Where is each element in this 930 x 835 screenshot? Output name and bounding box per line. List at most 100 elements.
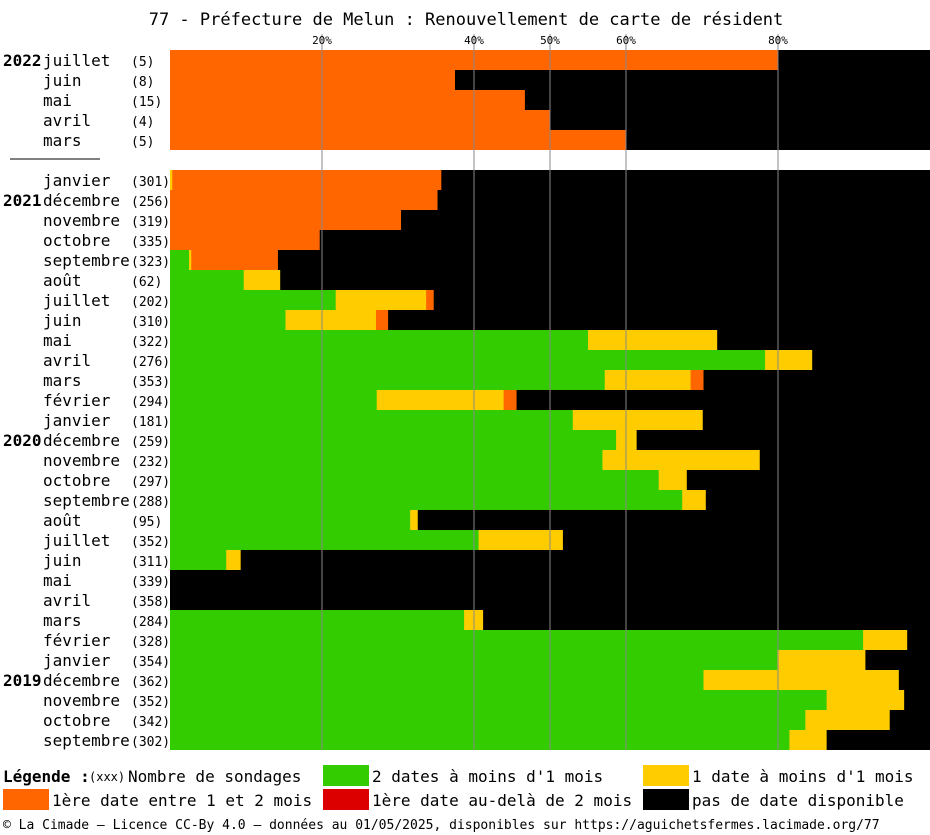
count-label: (301) (131, 175, 170, 190)
bar-segment-orange (170, 190, 438, 210)
count-label: (322) (131, 335, 170, 350)
month-label: avril (43, 591, 91, 610)
legend-count-hint: (xxx) (89, 770, 125, 784)
tick-label: 50% (540, 34, 560, 47)
month-label: avril (43, 111, 91, 130)
month-label: octobre (43, 711, 110, 730)
legend-text-orange: 1ère date entre 1 et 2 mois (52, 791, 312, 810)
count-label: (5) (131, 135, 154, 150)
bar-segment-yellow (682, 490, 707, 510)
bar-segment-green (170, 730, 790, 750)
count-label: (288) (131, 495, 170, 510)
bar-segment-green (170, 290, 337, 310)
month-label: août (43, 271, 82, 290)
count-label: (284) (131, 615, 170, 630)
bar-segment-yellow (572, 410, 704, 430)
bar-segment-black (907, 630, 930, 650)
chart-title: 77 - Préfecture de Melun : Renouvellemen… (149, 10, 784, 30)
month-label: janvier (43, 411, 111, 430)
count-label: (354) (131, 655, 170, 670)
bar-segment-black (433, 290, 930, 310)
count-label: (319) (131, 215, 170, 230)
legend-text-black: pas de date disponible (692, 791, 904, 810)
bar-segment-yellow (170, 170, 173, 190)
count-label: (323) (131, 255, 170, 270)
count-label: (294) (131, 395, 170, 410)
month-label: mars (43, 131, 82, 150)
count-label: (362) (131, 675, 170, 690)
bar-segment-yellow (863, 630, 908, 650)
bar-segment-black (898, 670, 930, 690)
bar-segment-black (524, 90, 930, 110)
bar-segment-green (170, 690, 828, 710)
month-label: septembre (43, 251, 130, 270)
bar-segment-black (516, 390, 930, 410)
month-label: octobre (43, 471, 110, 490)
count-label: (202) (131, 295, 170, 310)
bar-segment-yellow (376, 390, 505, 410)
count-label: (256) (131, 195, 170, 210)
tick-label: 20% (312, 34, 332, 47)
month-label: novembre (43, 451, 120, 470)
count-label: (4) (131, 115, 154, 130)
bar-segment-black (388, 310, 930, 330)
bar-segment-black (759, 450, 930, 470)
legend-text-green: 2 dates à moins d'1 mois (372, 767, 603, 786)
bar-segment-orange (170, 70, 456, 90)
month-label: mai (43, 571, 72, 590)
bar-segment-green (170, 330, 589, 350)
bar-segment-green (170, 550, 227, 570)
bar-segment-yellow (703, 670, 900, 690)
month-label: décembre (43, 431, 120, 450)
month-label: mai (43, 331, 72, 350)
count-label: (259) (131, 435, 170, 450)
bar-segment-black (240, 550, 930, 570)
month-label: juin (43, 551, 82, 570)
bar-segment-green (170, 450, 603, 470)
bar-segment-orange (170, 210, 402, 230)
bar-segment-black (280, 270, 930, 290)
legend-swatch-orange (3, 789, 49, 810)
bar-segment-black (865, 650, 930, 670)
bar-segment-green (170, 370, 606, 390)
bar-segment-black (702, 410, 930, 430)
count-label: (62) (131, 275, 162, 290)
year-label: 2022 (3, 51, 42, 70)
month-label: juillet (43, 291, 110, 310)
x-axis-ticks: 20% 40% 50% 60% 80% (312, 34, 788, 50)
month-label: mars (43, 611, 82, 630)
bar-segment-yellow (478, 530, 564, 550)
footer: © La Cimade – Licence CC-By 4.0 – donnée… (3, 818, 880, 833)
count-label: (342) (131, 715, 170, 730)
bar-segment-green (170, 250, 190, 270)
gridlines (321, 50, 779, 750)
bar-segment-black (562, 530, 930, 550)
bar-segment-black (717, 330, 930, 350)
month-label: août (43, 511, 82, 530)
month-label: avril (43, 351, 91, 370)
bar-segment-orange (191, 250, 279, 270)
bar-segment-orange (172, 170, 442, 190)
bar-segment-yellow (826, 690, 905, 710)
month-label: mars (43, 371, 82, 390)
bar-segment-green (170, 670, 704, 690)
bar-segment-black (778, 50, 930, 70)
bar-segment-black (889, 710, 930, 730)
legend-swatch-yellow (643, 765, 689, 786)
count-label: (358) (131, 595, 170, 610)
year-label: 2019 (3, 671, 42, 690)
month-label: novembre (43, 211, 120, 230)
bar-segment-black (455, 70, 930, 90)
month-label: novembre (43, 691, 120, 710)
bar-segment-black (441, 170, 930, 190)
month-label: décembre (43, 671, 120, 690)
bar-segment-yellow (658, 470, 688, 490)
bar-segment-yellow (226, 550, 242, 570)
bar-segment-yellow (789, 730, 828, 750)
tick-label: 60% (616, 34, 636, 47)
legend-count-text: Nombre de sondages (128, 767, 301, 786)
row-labels: 2022 juillet (5)juin (8)mai (15)avril (4)mars… (3, 51, 170, 750)
bar-segment-green (170, 490, 683, 510)
bar-segment-black (703, 370, 930, 390)
month-label: septembre (43, 731, 130, 750)
